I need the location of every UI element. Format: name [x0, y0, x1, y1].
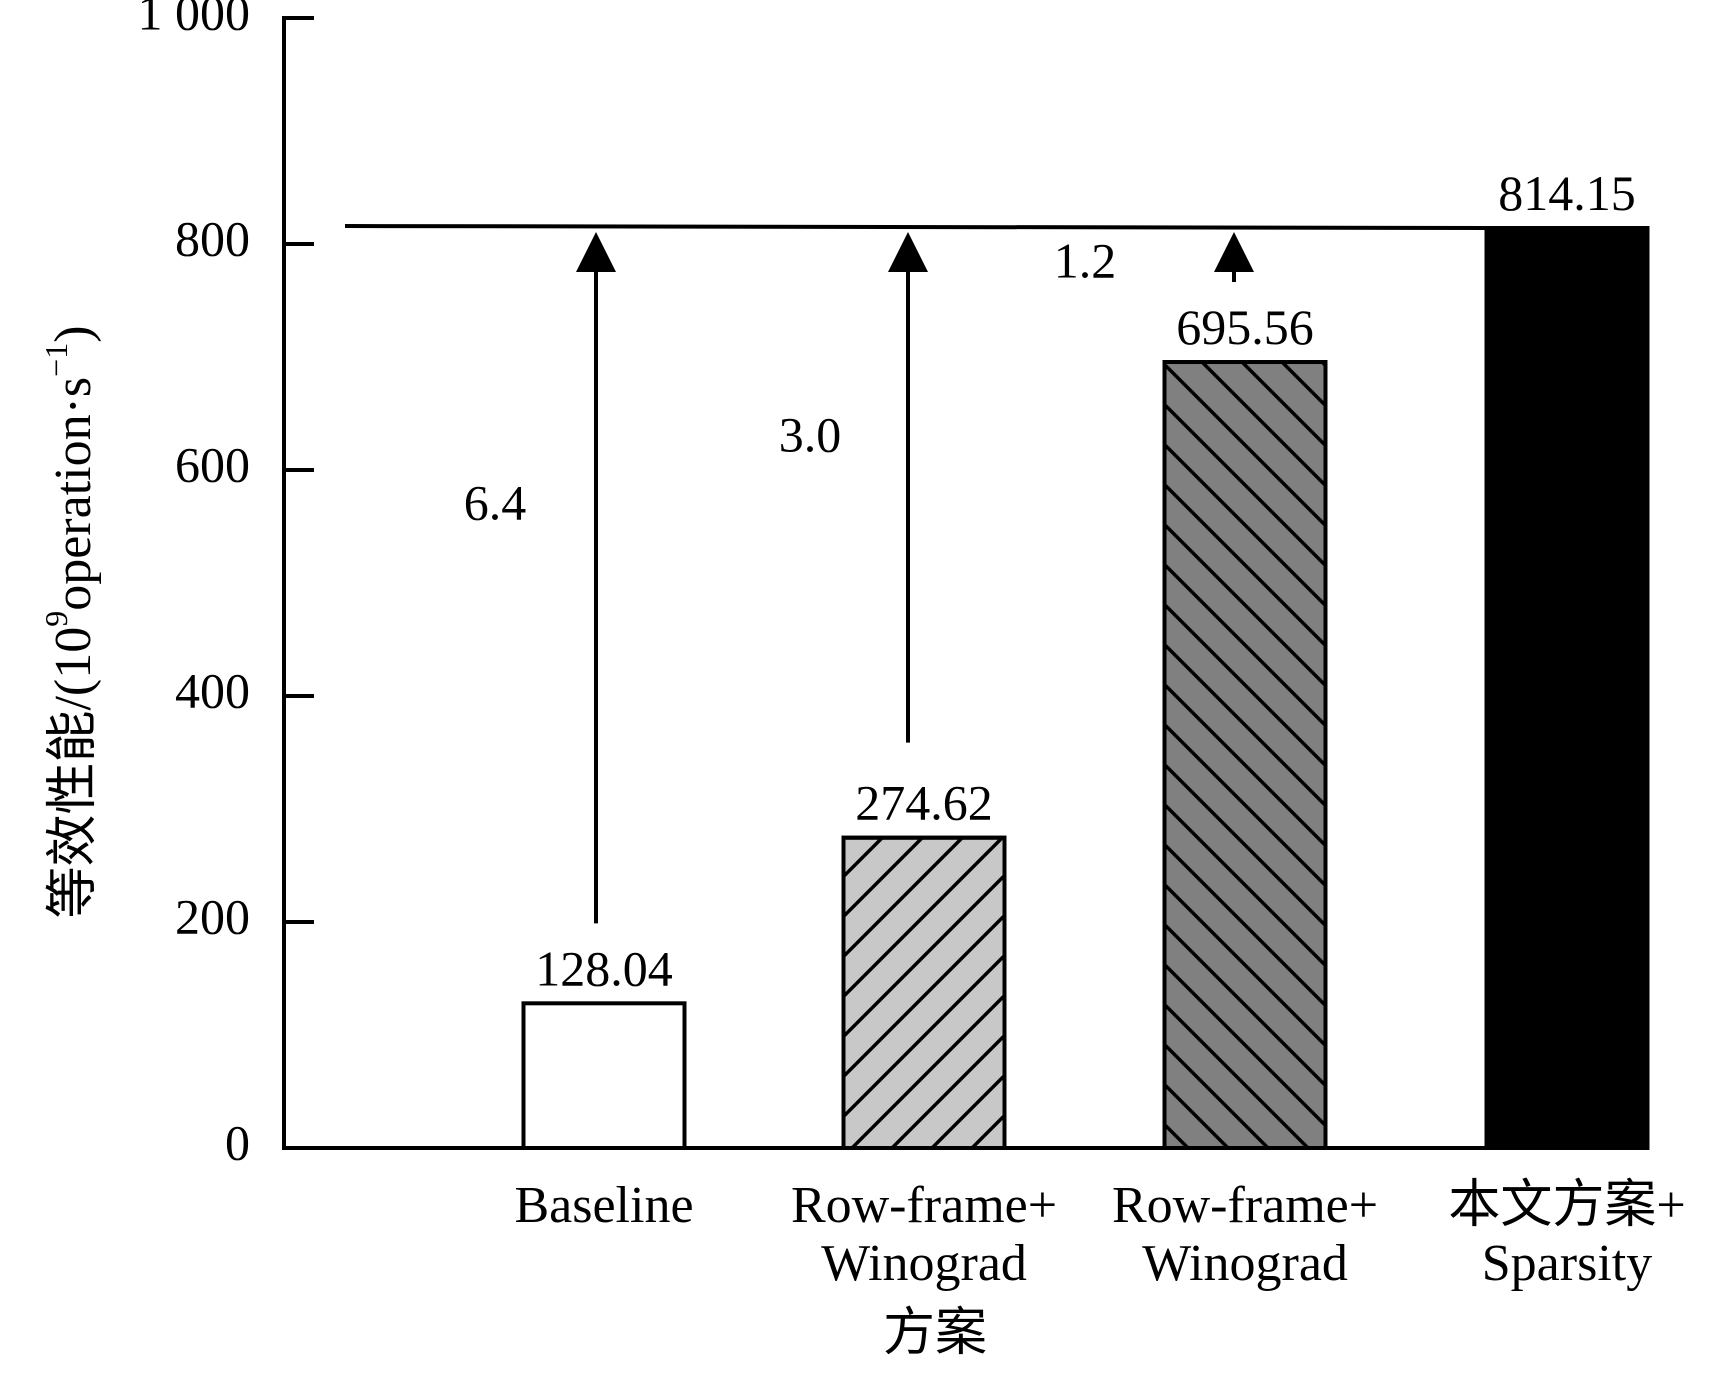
y-tick-label-3: 400: [175, 662, 250, 718]
speedup-label-1: 6.4: [464, 474, 527, 530]
y-tick-label-1: 0: [225, 1114, 250, 1170]
x-category-label-2: Row-frame+ Winograd: [791, 1177, 1057, 1292]
data-label-3: 695.56: [1176, 299, 1314, 355]
speedup-arrowhead-3: [1214, 232, 1254, 273]
x-category-label-3: Row-frame+ Winograd: [1112, 1177, 1378, 1292]
data-label-4: 814.15: [1498, 165, 1636, 221]
x-category-label-4: 本文方案+ Sparsity: [1448, 1177, 1685, 1292]
y-tick-label-5: 800: [175, 210, 250, 266]
y-tick-label-2: 200: [175, 888, 250, 944]
bar-1: [521, 1001, 687, 1151]
y-tick-label-4: 600: [175, 436, 250, 492]
bar-3-hatch: [1162, 360, 1328, 1150]
x-axis-title: 方案: [883, 1305, 987, 1362]
bar-4: [1484, 226, 1650, 1150]
y-tick-label-6: 1 000: [138, 0, 251, 40]
speedup-label-3: 1.2: [1054, 232, 1117, 288]
data-label-2: 274.62: [855, 775, 993, 831]
bar-2-hatch: [841, 835, 1007, 1150]
speedup-arrowhead-1: [576, 232, 616, 273]
reference-line: [344, 224, 1487, 231]
speedup-label-2: 3.0: [779, 406, 842, 462]
speedup-arrowhead-2: [888, 232, 928, 273]
y-axis-title: 等效性能/(109operation·s−1): [38, 325, 102, 918]
data-label-1: 128.04: [535, 940, 673, 996]
x-category-label-1: Baseline: [514, 1177, 693, 1234]
